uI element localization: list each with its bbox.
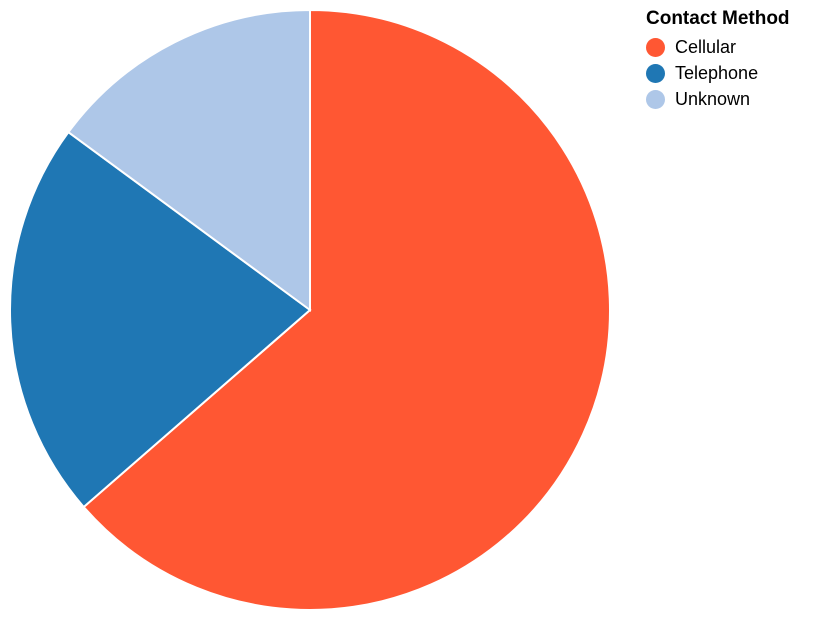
legend-label-telephone: Telephone — [675, 62, 759, 83]
legend-item-telephone: Telephone — [646, 60, 790, 86]
legend-swatch-telephone — [646, 63, 665, 83]
pie-slice-unknown — [67, 8, 311, 312]
legend-item-unknown: Unknown — [646, 86, 790, 112]
legend-swatch-unknown — [646, 89, 665, 109]
pie-slice-cellular — [82, 8, 611, 611]
pie-slice-telephone — [9, 130, 312, 509]
legend-item-cellular: Cellular — [646, 34, 790, 60]
legend-swatch-cellular — [646, 37, 665, 57]
legend-label-unknown: Unknown — [675, 88, 751, 109]
legend-title: Contact Method — [646, 8, 790, 29]
legend-label-cellular: Cellular — [675, 36, 737, 57]
legend: Contact Method Cellular Telephone Unknow… — [646, 8, 790, 112]
